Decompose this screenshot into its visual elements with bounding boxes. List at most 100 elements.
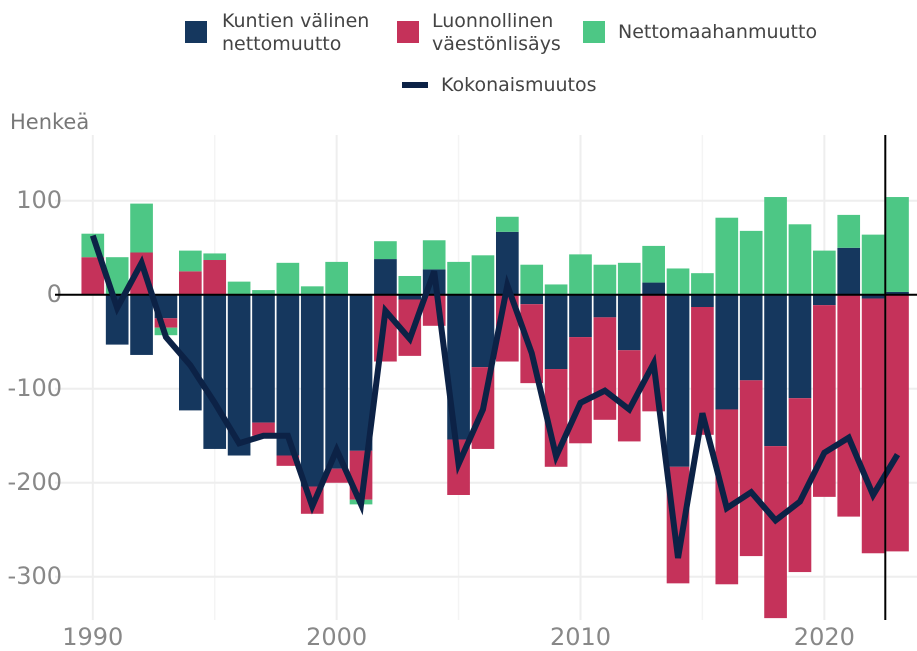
bar-segment [178,294,202,411]
bar-segment [544,294,568,370]
bar-segment [325,261,348,295]
legend-label: Nettomaahanmuutto [618,21,818,43]
y-tick-label: -200 [8,468,62,496]
bar-segment [715,217,739,295]
bar-segment [398,275,422,295]
bar-segment [617,262,641,295]
y-tick-label: -100 [8,374,62,402]
bar-segment [837,214,861,248]
bar-segment [837,294,861,517]
bar-segment [471,294,495,368]
legend-label: Kokonaismuutos [441,74,597,96]
bar-segment [764,294,787,447]
bar-segment [520,304,544,384]
bar-segment [203,294,227,449]
legend-swatch [397,21,419,43]
bar-segment [886,197,909,292]
bar-segment [276,455,300,466]
bar-segment [837,247,861,295]
bar-segment [105,294,129,345]
bar-segment [861,234,885,295]
x-tick-label: 1990 [62,623,123,651]
bar-segment [252,422,275,436]
bar-segment [642,282,665,295]
legend-swatch [185,21,207,43]
bar-segment [495,231,519,295]
legend-swatch [583,21,605,43]
legend-label: Kuntien välinen nettomuutto [222,10,370,55]
bar-segment [739,380,763,557]
bar-segment [447,261,470,295]
bar-segment [861,298,885,554]
bar-segment [739,230,763,295]
bar-segment [788,294,812,399]
bar-segment [471,255,495,295]
bar-segment [495,216,519,232]
bar-segment [812,294,836,306]
bar-segment [642,294,665,412]
x-tick-label: 2010 [550,623,611,651]
bar-segment [178,271,202,295]
bar-segment [691,307,714,435]
bar-segment [227,294,251,456]
bar-segment [81,257,105,295]
bar-segment [154,318,178,328]
bar-segment [739,294,763,381]
bar-segment [520,264,544,295]
x-tick-label: 2020 [794,623,855,651]
bar-segment [886,294,909,552]
bar-segment [374,241,397,260]
y-axis-label: Henkeä [10,110,89,134]
bar-segment [593,317,617,420]
bar-segment [349,294,373,451]
x-tick-label: 2000 [306,623,367,651]
bar-segment [203,260,227,295]
legend-swatch [402,82,428,88]
bar-segment [252,290,275,295]
bar-segment [325,294,348,469]
bar-segment [666,268,690,295]
bar-segment [593,264,617,295]
bar-segment [398,299,422,356]
bar-segment [788,398,812,573]
bar-segment [300,294,324,487]
bar-segment [227,281,251,295]
bar-segment [617,350,641,442]
bar-segment [276,262,300,295]
bar-segment [544,284,568,295]
bar-segment [398,294,422,300]
bar-segment [593,294,617,318]
bar-segment [130,294,153,355]
bar-segment [325,468,348,483]
bar-segment [788,224,812,295]
bar-segment [691,294,714,308]
bar-segment [861,294,885,299]
bar-segment [300,286,324,295]
bar-segment [764,197,787,295]
bar-segment [666,294,690,467]
bar-segment [374,259,397,295]
bar-segment [569,254,592,295]
bar-segment [886,291,909,295]
bar-segment [178,250,202,272]
bar-segment [617,294,641,351]
bar-segment [642,245,665,283]
bar-segment [130,203,153,253]
bar-segment [691,273,714,295]
bar-segment [252,294,275,423]
bar-segment [422,240,446,270]
legend-label: Luonnollinen väestönlisäys [432,10,561,55]
y-tick-label: 0 [47,280,62,308]
line [89,234,901,559]
bar-segment [715,294,739,410]
y-tick-label: 100 [16,186,62,214]
bar-segment [520,294,544,305]
bar-segment [812,250,836,295]
bar-segment [276,294,300,456]
bar-segment [569,294,592,338]
y-tick-label: -300 [8,562,62,590]
bar-segment [764,446,787,619]
bar-segment [203,253,227,261]
